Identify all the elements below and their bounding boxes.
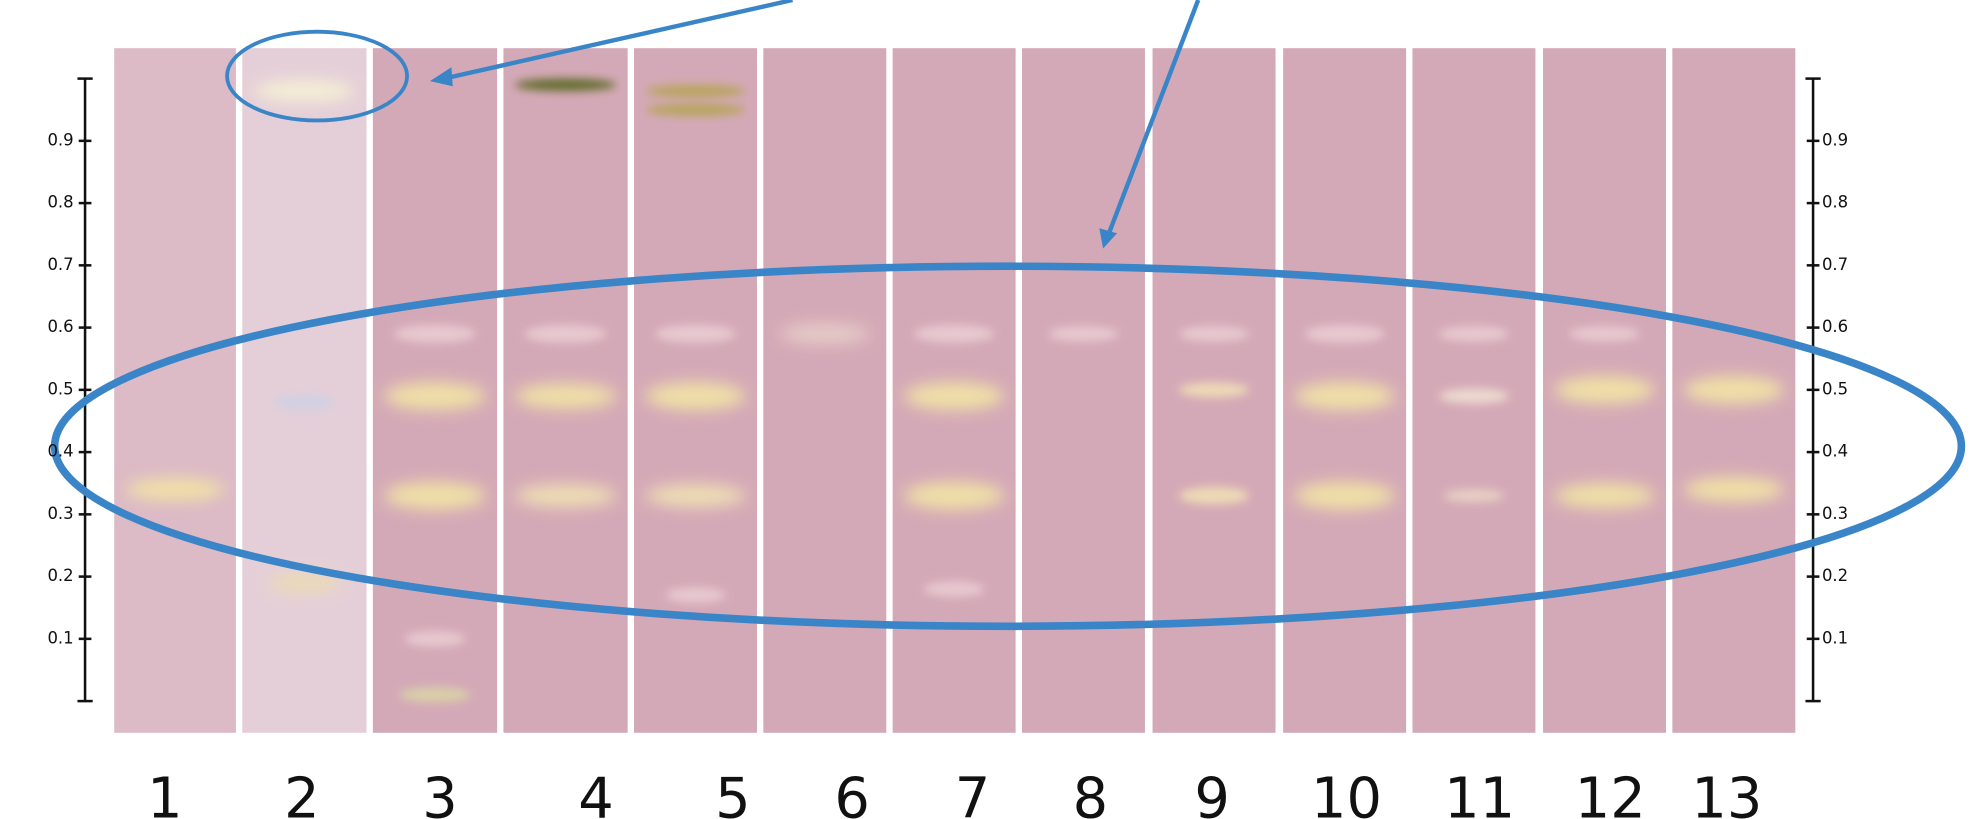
- lane-label: 2: [284, 767, 319, 819]
- band: [904, 382, 1004, 410]
- band: [405, 631, 466, 646]
- band: [924, 581, 984, 596]
- band: [1439, 326, 1509, 341]
- lane: [114, 48, 236, 733]
- band: [384, 382, 485, 410]
- band: [645, 382, 745, 410]
- tick-label: 0.9: [47, 130, 73, 149]
- page: 123456789101112130.10.10.20.20.30.30.40.…: [0, 0, 1978, 819]
- band: [1684, 376, 1784, 404]
- band: [1179, 382, 1249, 397]
- tick-label: 0.8: [47, 193, 73, 212]
- lane-label: 12: [1575, 767, 1646, 819]
- tick-label: 0.5: [47, 379, 73, 398]
- lane-label: 11: [1444, 767, 1515, 819]
- lane-label: 10: [1311, 767, 1382, 819]
- lane-label: 6: [834, 767, 869, 819]
- lane-label: 7: [955, 767, 990, 819]
- band: [1179, 326, 1249, 341]
- tick-label: 0.3: [47, 504, 73, 523]
- tick-label: 0.9: [1822, 130, 1848, 149]
- band: [665, 588, 725, 603]
- tick-label: 0.5: [1822, 379, 1848, 398]
- band: [399, 687, 470, 702]
- band: [645, 103, 745, 116]
- band: [645, 484, 745, 507]
- band: [384, 482, 485, 510]
- lane-label: 8: [1073, 767, 1108, 819]
- band: [1295, 382, 1395, 410]
- band: [1439, 388, 1509, 403]
- band: [1295, 482, 1395, 510]
- lane-label: 1: [147, 767, 182, 819]
- tick-label: 0.2: [47, 566, 73, 585]
- tick-label: 0.6: [47, 317, 73, 336]
- band: [780, 324, 870, 344]
- band: [1684, 477, 1784, 502]
- band: [1048, 326, 1118, 341]
- band: [1554, 483, 1654, 508]
- tick-label: 0.2: [1822, 566, 1848, 585]
- lane: [763, 48, 886, 733]
- band: [525, 325, 606, 343]
- band: [274, 395, 335, 410]
- band: [254, 80, 355, 103]
- band: [1554, 376, 1654, 404]
- tlc-figure: 123456789101112130.10.10.20.20.30.30.40.…: [0, 0, 1978, 819]
- tick-label: 0.3: [1822, 504, 1848, 523]
- tick-label: 0.1: [47, 628, 73, 647]
- lane-label: 5: [715, 767, 750, 819]
- band: [515, 383, 616, 408]
- band: [1305, 325, 1385, 343]
- tick-label: 0.8: [1822, 193, 1848, 212]
- tick-label: 0.4: [47, 442, 73, 461]
- tick-label: 0.1: [1822, 628, 1848, 647]
- lane-label: 13: [1691, 767, 1762, 819]
- tick-label: 0.4: [1822, 442, 1848, 461]
- lane-label: 9: [1194, 767, 1229, 819]
- band: [904, 482, 1004, 510]
- band: [515, 78, 616, 91]
- tick-label: 0.7: [1822, 255, 1848, 274]
- tick-label: 0.6: [1822, 317, 1848, 336]
- band: [914, 325, 994, 343]
- band: [515, 484, 616, 507]
- lane: [1022, 48, 1145, 733]
- band: [645, 85, 745, 98]
- band: [394, 325, 475, 343]
- lane-label: 4: [578, 767, 613, 819]
- band: [1444, 489, 1504, 502]
- band: [1569, 326, 1639, 341]
- lane-label: 3: [422, 767, 457, 819]
- band: [126, 478, 225, 501]
- band: [655, 325, 735, 343]
- band: [1179, 487, 1249, 505]
- lane: [242, 48, 366, 733]
- tick-label: 0.7: [47, 255, 73, 274]
